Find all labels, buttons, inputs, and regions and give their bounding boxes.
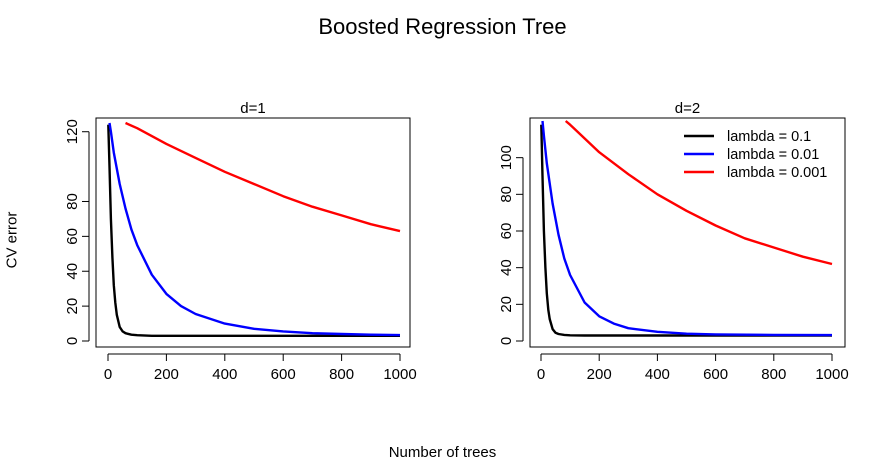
series-line-3 (564, 120, 833, 266)
y-tick-label: 20 (498, 296, 515, 313)
panel-title: d=2 (675, 100, 700, 117)
y-tick-label: 100 (498, 145, 515, 170)
x-tick-label: 200 (587, 366, 612, 383)
x-axis-label: Number of trees (388, 444, 497, 461)
x-tick-label: 800 (329, 366, 354, 383)
x-tick-label: 200 (154, 366, 179, 383)
x-tick-label: 1000 (815, 366, 848, 383)
x-tick-label: 600 (703, 366, 728, 383)
x-tick-label: 0 (537, 366, 545, 383)
y-tick-label: 40 (498, 259, 515, 276)
x-tick-label: 800 (761, 366, 786, 383)
y-tick-label: 0 (64, 337, 81, 345)
y-tick-label: 80 (64, 193, 81, 210)
x-tick-label: 400 (645, 366, 670, 383)
y-tick-label: 40 (64, 263, 81, 280)
plot-frame (95, 117, 411, 348)
series-line-3 (125, 121, 401, 233)
series-line-2 (541, 120, 833, 337)
panel-title: d=1 (240, 100, 265, 117)
series-line-1 (107, 124, 400, 337)
y-tick-label: 0 (498, 337, 515, 345)
x-tick-label: 600 (271, 366, 296, 383)
x-tick-label: 1000 (383, 366, 416, 383)
x-tick-label: 0 (104, 366, 112, 383)
legend-label: lambda = 0.001 (727, 165, 827, 181)
y-tick-label: 80 (498, 186, 515, 203)
series-line-2 (108, 122, 401, 337)
y-tick-label: 60 (498, 223, 515, 240)
plot-frame (529, 117, 846, 348)
figure-title: Boosted Regression Tree (318, 14, 567, 39)
y-tick-label: 120 (64, 119, 81, 144)
y-tick-label: 60 (64, 228, 81, 245)
x-tick-label: 400 (212, 366, 237, 383)
legend-label: lambda = 0.01 (727, 147, 819, 163)
series-line-1 (540, 124, 832, 337)
legend-label: lambda = 0.1 (727, 129, 811, 145)
y-tick-label: 20 (64, 298, 81, 315)
